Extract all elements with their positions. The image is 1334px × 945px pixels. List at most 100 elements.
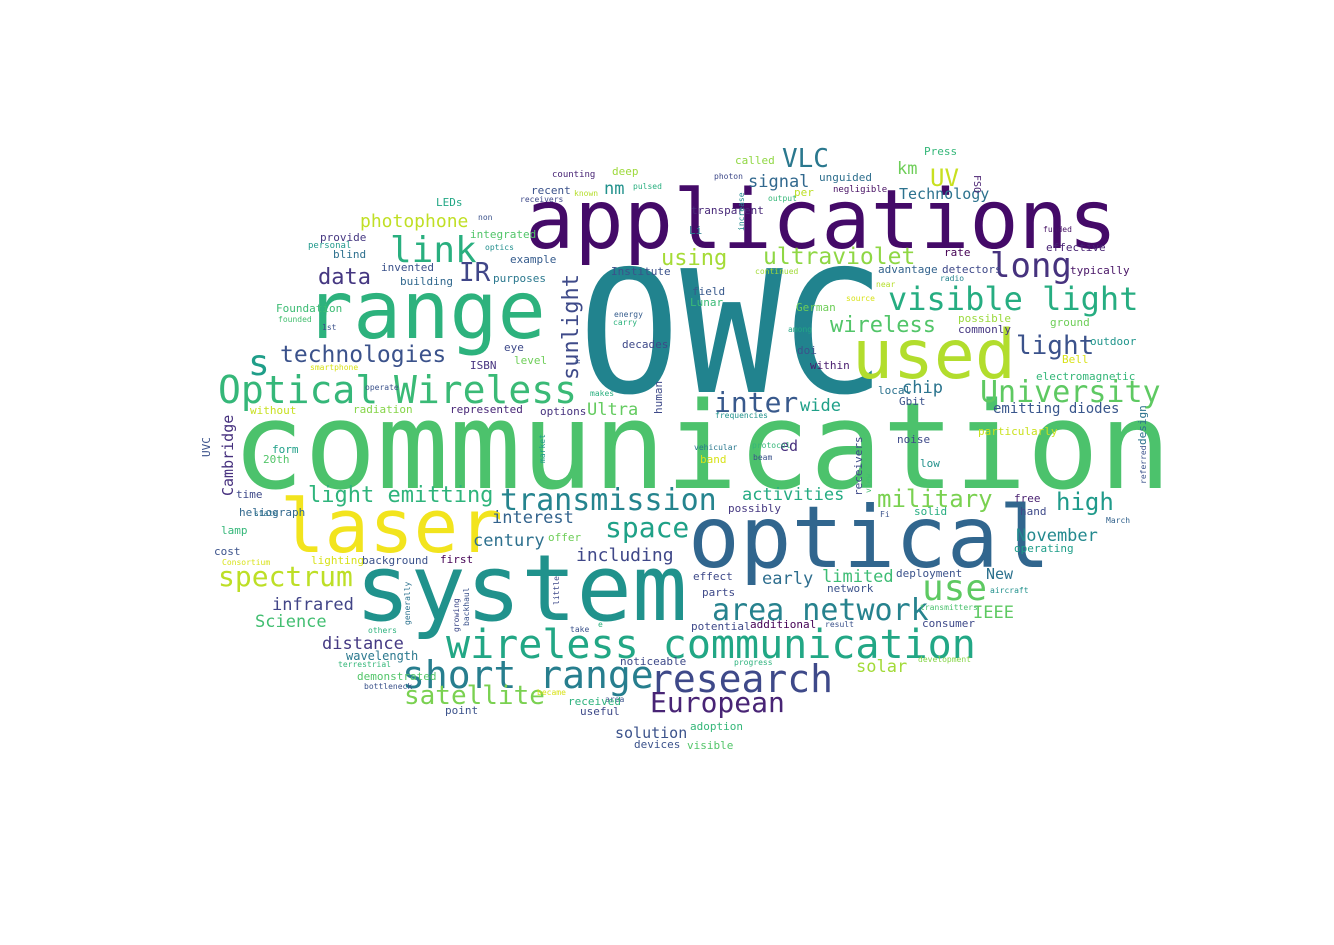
word: New (986, 565, 1014, 583)
word: radio (940, 274, 964, 283)
word: Science (255, 612, 327, 632)
word: network (827, 582, 874, 595)
word: transparent (691, 204, 764, 217)
word: Wireless (394, 368, 577, 412)
word: received (568, 695, 621, 708)
word: per (794, 186, 814, 199)
word: solar (856, 657, 907, 677)
word: outdoor (1090, 335, 1137, 348)
word: called (735, 154, 775, 167)
word: deep (612, 165, 639, 178)
word: 1st (322, 323, 337, 332)
word: source (846, 294, 875, 303)
word: lamp (221, 524, 248, 537)
word: building (400, 275, 453, 288)
word: consumer (922, 617, 975, 630)
word: terrestrial (338, 660, 391, 669)
word: light emitting (308, 483, 493, 508)
word: FSO (971, 175, 982, 193)
word: background (362, 554, 428, 567)
word: growing (452, 598, 461, 632)
word: low (920, 457, 940, 470)
word: transmitters (920, 603, 978, 612)
word: energy (614, 310, 643, 319)
word: wide (800, 396, 841, 416)
word: radiation (353, 403, 413, 416)
word: purposes (493, 272, 546, 285)
word: Foundation (276, 302, 342, 315)
word: result (825, 620, 854, 629)
word: wireless (830, 313, 936, 338)
word: LEDs (436, 196, 463, 209)
word: wireless communication (446, 622, 976, 668)
word: research (650, 657, 833, 701)
word: deployment (896, 567, 962, 580)
word: free (1014, 492, 1041, 505)
word: Cambridge (219, 415, 237, 496)
word: protocol (752, 441, 791, 450)
word: decades (622, 338, 668, 351)
word: field (692, 285, 725, 298)
word: doi (797, 344, 817, 357)
word: signal (748, 172, 809, 192)
word: bottleneck (364, 682, 412, 691)
word: Institute (611, 265, 671, 278)
word: demonstrated (357, 670, 436, 683)
word: OWC (578, 235, 885, 433)
word: Consortium (222, 558, 270, 567)
word: hand (1020, 505, 1047, 518)
word: integrated (470, 228, 536, 241)
word: Press (924, 145, 957, 158)
word: distance (322, 634, 404, 654)
word: military (877, 485, 993, 513)
word: photophone (360, 211, 468, 232)
word: limited (822, 567, 894, 587)
word: little (552, 576, 561, 605)
word: within (810, 359, 850, 372)
word: referred (1139, 445, 1148, 484)
word: funded (1043, 225, 1072, 234)
word: technologies (280, 342, 446, 368)
word: noise (897, 433, 930, 446)
word: century (473, 531, 545, 551)
word: output (768, 194, 797, 203)
word: early (762, 569, 813, 589)
word: backhaul (462, 587, 471, 626)
word: ISBN (470, 359, 497, 372)
word: vehicular (694, 443, 738, 452)
word: ground (1050, 316, 1090, 329)
word: use (922, 568, 987, 609)
word: negligible (833, 185, 887, 195)
word: recent (531, 184, 571, 197)
word: laser (280, 484, 503, 570)
word: continued (755, 267, 799, 276)
word: known (574, 189, 598, 198)
word: design (1136, 405, 1149, 445)
word: inter (714, 386, 798, 419)
word: light (1016, 331, 1094, 361)
word: emitting diodes (993, 401, 1119, 417)
word: activities (742, 485, 844, 505)
word: view (864, 474, 873, 493)
word: example (510, 253, 556, 266)
word: effective (1046, 241, 1106, 254)
word: receivers (520, 195, 564, 204)
word: ed (780, 437, 798, 455)
word: including (576, 545, 674, 566)
word: Lunar (690, 296, 723, 309)
word: infrared (272, 595, 354, 615)
word: increase (737, 192, 746, 231)
word: take (570, 625, 589, 634)
word: November (1016, 526, 1098, 546)
word: effect (693, 570, 733, 583)
word: short range (402, 653, 654, 697)
word: range (305, 264, 546, 357)
word: adoption (690, 720, 743, 733)
word: human (652, 381, 665, 414)
word: Optical (218, 368, 378, 412)
word: s (248, 343, 270, 384)
word: carry (613, 318, 637, 327)
word: solution (615, 724, 687, 742)
word: German (796, 301, 836, 314)
word: point (445, 704, 478, 717)
